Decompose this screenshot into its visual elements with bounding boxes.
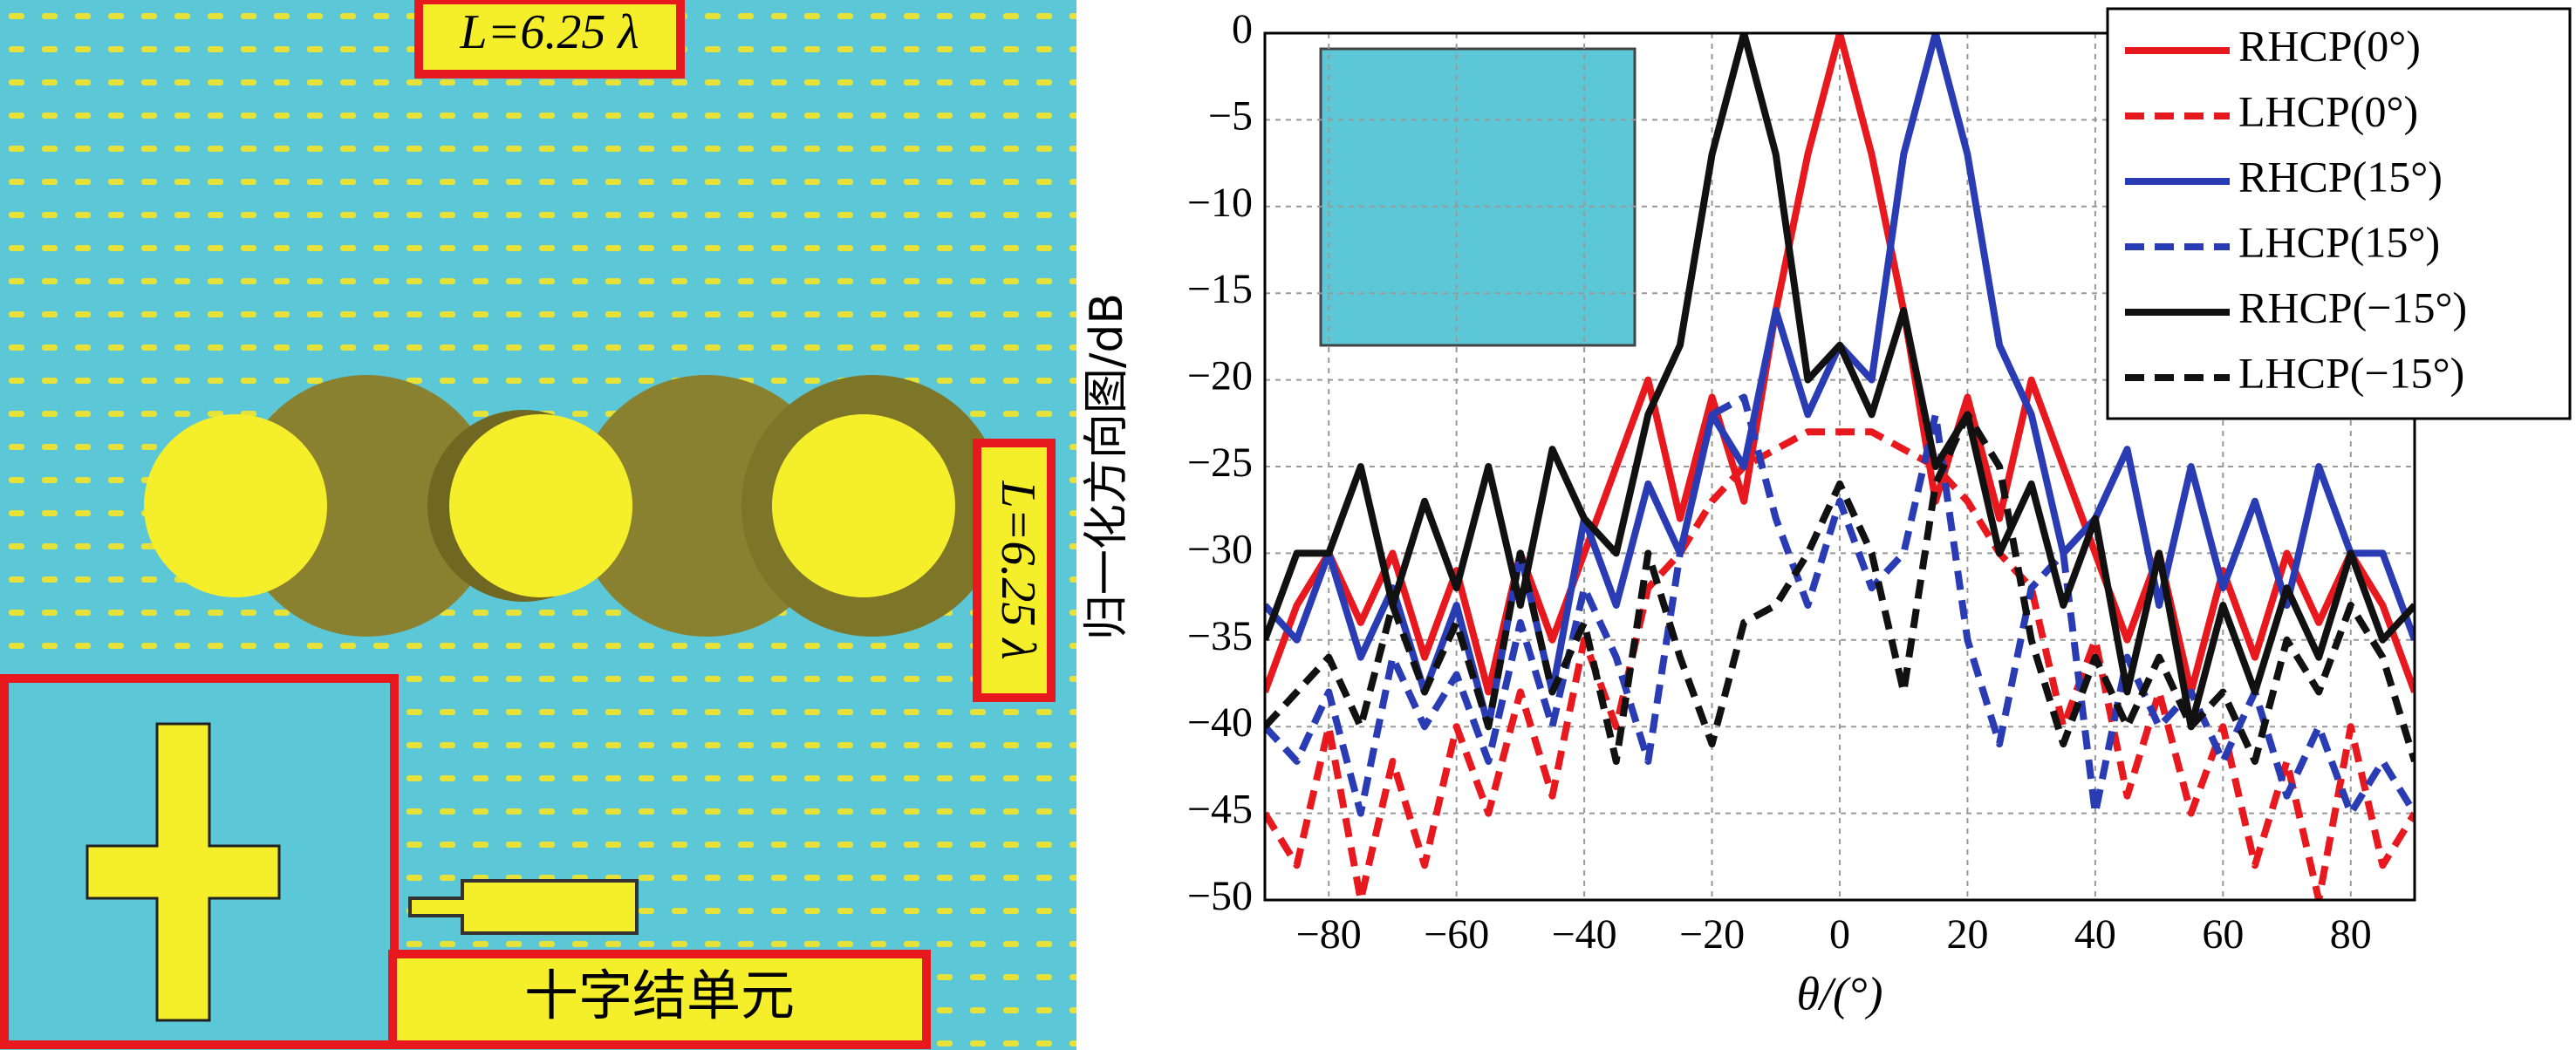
plot-frame (1263, 31, 2416, 902)
x-tick-label: −60 (1424, 911, 1489, 958)
x-tick-label: 20 (1946, 911, 1988, 958)
x-tick-label: −20 (1679, 911, 1745, 958)
x-tick-label: −40 (1552, 911, 1617, 958)
label-box (414, 0, 685, 78)
series-line (1265, 411, 2415, 765)
top-label: L=6.25 λ (459, 5, 639, 59)
y-tick-label: −35 (1187, 613, 1253, 659)
y-tick-label: 0 (1232, 6, 1253, 52)
y-tick-label: −30 (1187, 526, 1253, 572)
x-tick-label: 80 (2330, 911, 2372, 958)
legend-label: LHCP(−15°) (2238, 348, 2464, 397)
metasurface-panel: L=6.25 λ L=6.25 λ 十字结单元 (0, 0, 1076, 1050)
cross-element (85, 722, 281, 1022)
y-tick-label: −45 (1187, 787, 1253, 833)
series-line (1265, 33, 2415, 731)
legend-label: RHCP(0°) (2238, 21, 2421, 70)
chart: 归一化方向图/dB θ/(°) 0 −5 −10 −15 −20 −25 −30 −35 −40… (1081, 6, 2572, 1019)
y-axis-label: 归一化方向图/dB (1081, 293, 1133, 640)
y-tick-label: −50 (1187, 873, 1253, 919)
y-tick-label: −40 (1187, 699, 1253, 746)
inset-image (1319, 47, 1636, 347)
series-line (1265, 33, 2415, 696)
side-label: L=6.25 λ (991, 480, 1045, 659)
arrow (408, 879, 639, 935)
x-tick-label: 0 (1829, 911, 1850, 958)
feed-horns (144, 375, 1003, 637)
legend-label: RHCP(−15°) (2238, 283, 2467, 331)
x-axis-label: θ/(°) (1796, 967, 1882, 1019)
legend-label: RHCP(15°) (2238, 152, 2443, 201)
y-tick-label: −25 (1187, 440, 1253, 486)
y-tick-label: −20 (1187, 353, 1253, 399)
legend-label: LHCP(15°) (2238, 217, 2440, 266)
series-line (1265, 393, 2415, 817)
label-box (973, 439, 1056, 702)
caption: 十字结单元 (524, 964, 795, 1027)
legend-label: LHCP(0°) (2238, 86, 2418, 135)
y-tick-label: −10 (1187, 180, 1253, 226)
series-line (1265, 428, 2415, 900)
y-tick-label: −5 (1208, 92, 1253, 139)
y-tick-label: −15 (1187, 266, 1253, 312)
x-tick-label: −80 (1296, 911, 1362, 958)
x-tick-label: 40 (2074, 911, 2116, 958)
x-tick-label: 60 (2202, 911, 2244, 958)
legend-box (2106, 7, 2572, 420)
caption-box (388, 950, 931, 1049)
